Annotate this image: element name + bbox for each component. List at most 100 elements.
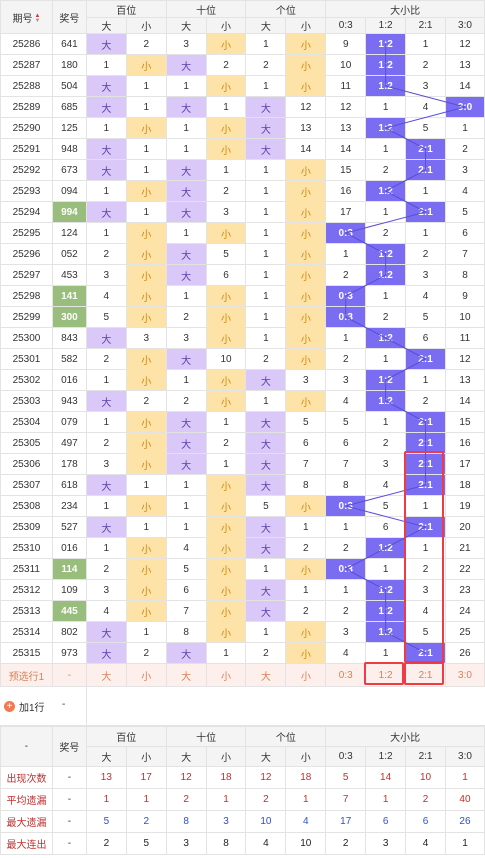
pred-option[interactable]: 0:3 <box>325 663 367 687</box>
pred-option[interactable]: 3:0 <box>444 663 485 687</box>
period-cell: 25286 <box>0 33 53 55</box>
miss-cell: 2 <box>125 390 167 412</box>
small-cell: 小 <box>205 516 247 538</box>
small-cell: 小 <box>285 348 327 370</box>
ratio-hit-cell: 1:2 <box>365 600 407 622</box>
period-cell: 25311 <box>0 558 53 580</box>
ratio-miss-cell: 2 <box>405 390 446 412</box>
ratio-miss-cell: 4 <box>405 600 446 622</box>
pred-option[interactable]: 小 <box>285 663 327 687</box>
sub-ratio-3: 3:0 <box>444 746 485 767</box>
pred-option[interactable]: 大 <box>245 663 287 687</box>
pred-option[interactable]: 1:2 <box>365 663 407 687</box>
ratio-miss-cell: 14 <box>444 75 485 97</box>
pred-option[interactable]: 大 <box>85 663 127 687</box>
table-row: 25300 843 大 3 3 小 1 小 1 1:2 6 11 <box>0 327 485 349</box>
small-cell: 小 <box>205 222 247 244</box>
stats-value: 18 <box>285 766 327 789</box>
miss-cell: 2 <box>125 642 167 664</box>
ratio-miss-cell: 3 <box>405 75 446 97</box>
ratio-hit-cell: 1:2 <box>365 327 407 349</box>
small-cell: 小 <box>125 495 167 517</box>
ratio-hit-cell: 1:2 <box>365 537 407 559</box>
miss-cell: 8 <box>165 621 207 643</box>
stats-value: 5 <box>85 810 127 833</box>
sub-small: 小 <box>125 746 167 767</box>
miss-cell: 4 <box>85 600 127 622</box>
miss-cell: 1 <box>165 117 207 139</box>
ratio-hit-cell: 2:1 <box>405 138 446 160</box>
big-cell: 大 <box>165 180 207 202</box>
small-cell: 小 <box>285 285 327 307</box>
ratio-miss-cell: 1 <box>365 411 407 433</box>
ratio-miss-cell: 16 <box>444 432 485 454</box>
ratio-miss-cell: 3 <box>325 621 367 643</box>
ratio-miss-cell: 11 <box>444 327 485 349</box>
miss-cell: 3 <box>85 264 127 286</box>
prize-cell: 016 <box>51 537 87 559</box>
ratio-miss-cell: 1 <box>365 558 407 580</box>
stats-label: 最大遗漏 <box>0 810 53 833</box>
stats-value: 10 <box>285 832 327 855</box>
ratio-hit-cell: 1:2 <box>365 390 407 412</box>
miss-cell: 1 <box>165 138 207 160</box>
prize-cell: 180 <box>51 54 87 76</box>
sort-icon[interactable]: ▲ ▼ <box>34 12 41 24</box>
miss-cell: 1 <box>245 201 287 223</box>
period-cell: 25290 <box>0 117 53 139</box>
big-cell: 大 <box>85 96 127 118</box>
ratio-hit-cell: 2:1 <box>405 474 446 496</box>
stats-value: 4 <box>285 810 327 833</box>
sub-big: 大 <box>165 17 207 34</box>
ratio-miss-cell: 1 <box>365 201 407 223</box>
small-cell: 小 <box>125 411 167 433</box>
pred-option[interactable]: 2:1 <box>405 663 446 687</box>
miss-cell: 4 <box>165 537 207 559</box>
miss-cell: 3 <box>205 201 247 223</box>
sub-big: 大 <box>245 17 287 34</box>
small-cell: 小 <box>205 138 247 160</box>
col-period[interactable]: 期号 ▲ ▼ <box>0 0 53 34</box>
prize-cell: 641 <box>51 33 87 55</box>
miss-cell: 1 <box>205 642 247 664</box>
add-row-label: 加1行 <box>19 702 45 714</box>
stats-value: 12 <box>245 766 287 789</box>
stats-dash: - <box>51 788 87 811</box>
ratio-miss-cell: 1 <box>365 285 407 307</box>
pred-option[interactable]: 小 <box>205 663 247 687</box>
ratio-miss-cell: 5 <box>405 117 446 139</box>
period-cell: 25299 <box>0 306 53 328</box>
sub-ratio-2: 2:1 <box>405 746 446 767</box>
plus-circle-icon: + <box>4 700 15 712</box>
ratio-miss-cell: 4 <box>325 642 367 664</box>
ratio-miss-cell: 24 <box>444 600 485 622</box>
miss-cell: 5 <box>165 558 207 580</box>
ratio-miss-cell: 15 <box>325 159 367 181</box>
ratio-hit-cell: 0:3 <box>325 558 367 580</box>
small-cell: 小 <box>125 285 167 307</box>
ratio-miss-cell: 3 <box>405 579 446 601</box>
miss-cell: 1 <box>85 180 127 202</box>
ratio-miss-cell: 22 <box>444 558 485 580</box>
big-cell: 大 <box>85 474 127 496</box>
stats-prize: 奖号 <box>51 726 87 767</box>
small-cell: 小 <box>205 117 247 139</box>
small-cell: 小 <box>125 117 167 139</box>
small-cell: 小 <box>285 306 327 328</box>
stats-value: 6 <box>405 810 446 833</box>
prize-cell: 948 <box>51 138 87 160</box>
stats-value: 40 <box>444 788 485 811</box>
pred-option[interactable]: 小 <box>125 663 167 687</box>
ratio-miss-cell: 1 <box>365 138 407 160</box>
small-cell: 小 <box>285 621 327 643</box>
big-cell: 大 <box>85 138 127 160</box>
ratio-hit-cell: 1:2 <box>365 264 407 286</box>
big-cell: 大 <box>165 96 207 118</box>
big-cell: 大 <box>165 642 207 664</box>
small-cell: 小 <box>205 537 247 559</box>
pred-option[interactable]: 大 <box>165 663 207 687</box>
add-row-button[interactable]: + 加1行 <box>4 697 45 715</box>
ratio-miss-cell: 2 <box>325 348 367 370</box>
ratio-miss-cell: 2 <box>325 600 367 622</box>
ratio-miss-cell: 4 <box>325 390 367 412</box>
